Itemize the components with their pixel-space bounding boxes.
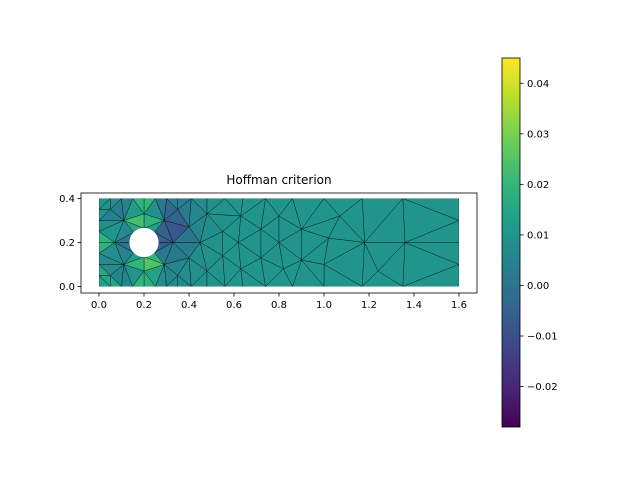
x-tick-label: 1.0 xyxy=(316,300,332,311)
x-tick-label: 0.2 xyxy=(136,300,152,311)
colorbar-tick-label: 0.01 xyxy=(527,230,549,241)
colorbar-gradient xyxy=(502,58,520,427)
mesh-triangle xyxy=(123,213,145,229)
mesh-triangle xyxy=(123,256,145,272)
mesh-triangle xyxy=(99,209,125,221)
mesh-triangle xyxy=(163,209,190,228)
x-axis: 0.0 0.2 0.4 0.6 0.8 1.0 1.2 1.4 1.6 xyxy=(91,293,467,311)
x-tick-label: 1.4 xyxy=(406,300,422,311)
y-tick-label: 0.4 xyxy=(59,194,75,205)
x-tick-label: 0.0 xyxy=(91,300,107,311)
colorbar-tick-label: 0.02 xyxy=(527,180,549,191)
x-tick-label: 0.4 xyxy=(181,300,197,311)
chart-title: Hoffman criterion xyxy=(226,173,331,187)
colorbar-tick-label: 0.04 xyxy=(527,79,549,90)
x-tick-label: 0.8 xyxy=(271,300,287,311)
colorbar: −0.02 −0.01 0.00 0.01 0.02 0.03 0.04 xyxy=(501,57,558,428)
colorbar-tick-label: −0.02 xyxy=(527,382,558,393)
y-tick-label: 0.2 xyxy=(59,238,75,249)
mesh-triangle xyxy=(163,257,190,276)
y-axis: 0.0 0.2 0.4 xyxy=(59,194,81,293)
mesh-triangle xyxy=(99,264,125,276)
colorbar-tick-label: 0.00 xyxy=(527,281,549,292)
mesh-triangle xyxy=(114,220,134,243)
mesh-triangles xyxy=(99,198,459,287)
mesh-triangle xyxy=(364,242,406,272)
y-tick-label: 0.0 xyxy=(59,282,75,293)
x-tick-label: 1.2 xyxy=(361,300,377,311)
hole xyxy=(129,227,159,258)
plot-area xyxy=(80,192,478,294)
x-tick-label: 0.6 xyxy=(226,300,242,311)
colorbar-tick-label: 0.03 xyxy=(527,129,549,140)
colorbar-ticks: −0.02 −0.01 0.00 0.01 0.02 0.03 0.04 xyxy=(520,79,558,393)
mesh-triangle xyxy=(114,242,134,265)
mesh-triangle xyxy=(328,215,366,243)
colorbar-frame xyxy=(501,57,521,428)
colorbar-tick-label: −0.01 xyxy=(527,332,558,343)
x-tick-label: 1.6 xyxy=(451,300,467,311)
